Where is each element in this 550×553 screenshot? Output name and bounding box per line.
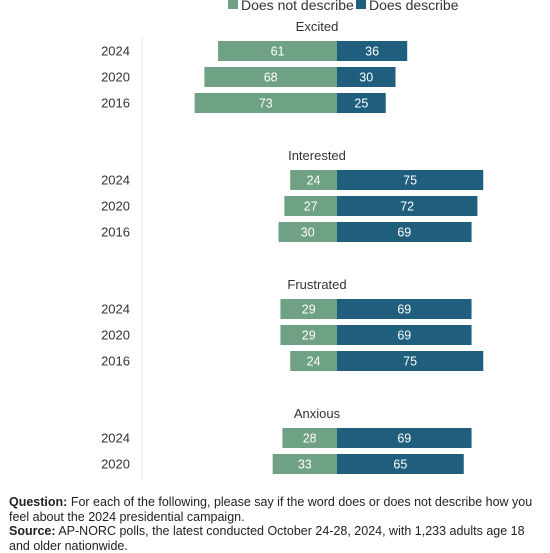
bar-does-not-describe xyxy=(218,41,337,61)
bar-does-not-describe xyxy=(194,93,337,113)
bar-does-describe xyxy=(337,93,386,113)
bar-does-describe xyxy=(337,222,472,242)
group-title-frustrated: Frustrated xyxy=(287,277,346,292)
bar-does-describe xyxy=(337,428,472,448)
source-label: Source: xyxy=(9,524,56,538)
bar-does-describe xyxy=(337,325,472,345)
legend-label-does-not-describe: Does not describe xyxy=(241,0,354,13)
value-label-does-not-describe: 29 xyxy=(302,303,316,317)
source-note: Source: AP-NORC polls, the latest conduc… xyxy=(9,524,545,553)
value-label-does-not-describe: 28 xyxy=(303,432,317,446)
legend-swatch-does-not-describe xyxy=(228,0,238,9)
group-title-anxious: Anxious xyxy=(294,406,341,421)
legend-swatch-does-describe xyxy=(356,0,366,9)
value-label-does-describe: 75 xyxy=(403,355,417,369)
year-label: 2016 xyxy=(101,354,130,369)
value-label-does-describe: 69 xyxy=(397,432,411,446)
bar-does-not-describe xyxy=(282,428,337,448)
value-label-does-not-describe: 24 xyxy=(307,355,321,369)
value-label-does-describe: 72 xyxy=(400,200,414,214)
footnote: Question: For each of the following, ple… xyxy=(9,495,545,553)
bar-does-not-describe xyxy=(284,196,337,216)
value-label-does-not-describe: 73 xyxy=(259,97,273,111)
question-text: For each of the following, please say if… xyxy=(9,495,533,524)
bar-does-describe xyxy=(337,351,484,371)
year-label: 2020 xyxy=(101,328,130,343)
value-label-does-not-describe: 61 xyxy=(271,45,285,59)
bar-does-not-describe xyxy=(280,325,337,345)
bar-does-not-describe xyxy=(272,454,337,474)
year-label: 2024 xyxy=(101,44,130,59)
value-label-does-describe: 69 xyxy=(397,303,411,317)
bar-does-describe xyxy=(337,67,396,87)
value-label-does-describe: 36 xyxy=(365,45,379,59)
year-label: 2016 xyxy=(101,225,130,240)
bar-does-not-describe xyxy=(290,351,337,371)
group-title-interested: Interested xyxy=(288,148,346,163)
year-label: 2024 xyxy=(101,302,130,317)
year-label: 2016 xyxy=(101,96,130,111)
year-label: 2024 xyxy=(101,173,130,188)
bar-does-not-describe xyxy=(290,170,337,190)
value-label-does-not-describe: 27 xyxy=(304,200,318,214)
diverging-bar-chart: Excited 2024 61 36 2020 68 30 2016 73 25 Intereste… xyxy=(101,19,484,480)
legend-label-does-describe: Does describe xyxy=(369,0,459,13)
year-label: 2020 xyxy=(101,70,130,85)
value-label-does-describe: 25 xyxy=(354,97,368,111)
bar-does-not-describe xyxy=(280,299,337,319)
bar-does-not-describe xyxy=(278,222,337,242)
value-label-does-describe: 65 xyxy=(393,458,407,472)
year-label: 2020 xyxy=(101,457,130,472)
bar-does-describe xyxy=(337,170,484,190)
value-label-does-not-describe: 24 xyxy=(307,174,321,188)
bar-does-describe xyxy=(337,196,478,216)
year-label: 2020 xyxy=(101,199,130,214)
question-note: Question: For each of the following, ple… xyxy=(9,495,545,524)
group-title-excited: Excited xyxy=(296,19,339,34)
value-label-does-describe: 30 xyxy=(359,71,373,85)
question-label: Question: xyxy=(9,495,68,509)
value-label-does-describe: 69 xyxy=(397,329,411,343)
year-label: 2024 xyxy=(101,431,130,446)
value-label-does-describe: 75 xyxy=(403,174,417,188)
source-text: AP-NORC polls, the latest conducted Octo… xyxy=(9,524,525,553)
value-label-does-not-describe: 33 xyxy=(298,458,312,472)
legend: Does not describe Does describe xyxy=(0,0,550,13)
value-label-does-not-describe: 30 xyxy=(301,226,315,240)
value-label-does-not-describe: 68 xyxy=(264,71,278,85)
value-label-does-describe: 69 xyxy=(397,226,411,240)
value-label-does-not-describe: 29 xyxy=(302,329,316,343)
bar-does-describe xyxy=(337,454,464,474)
bar-does-describe xyxy=(337,299,472,319)
bar-does-not-describe xyxy=(204,67,337,87)
bar-does-describe xyxy=(337,41,408,61)
